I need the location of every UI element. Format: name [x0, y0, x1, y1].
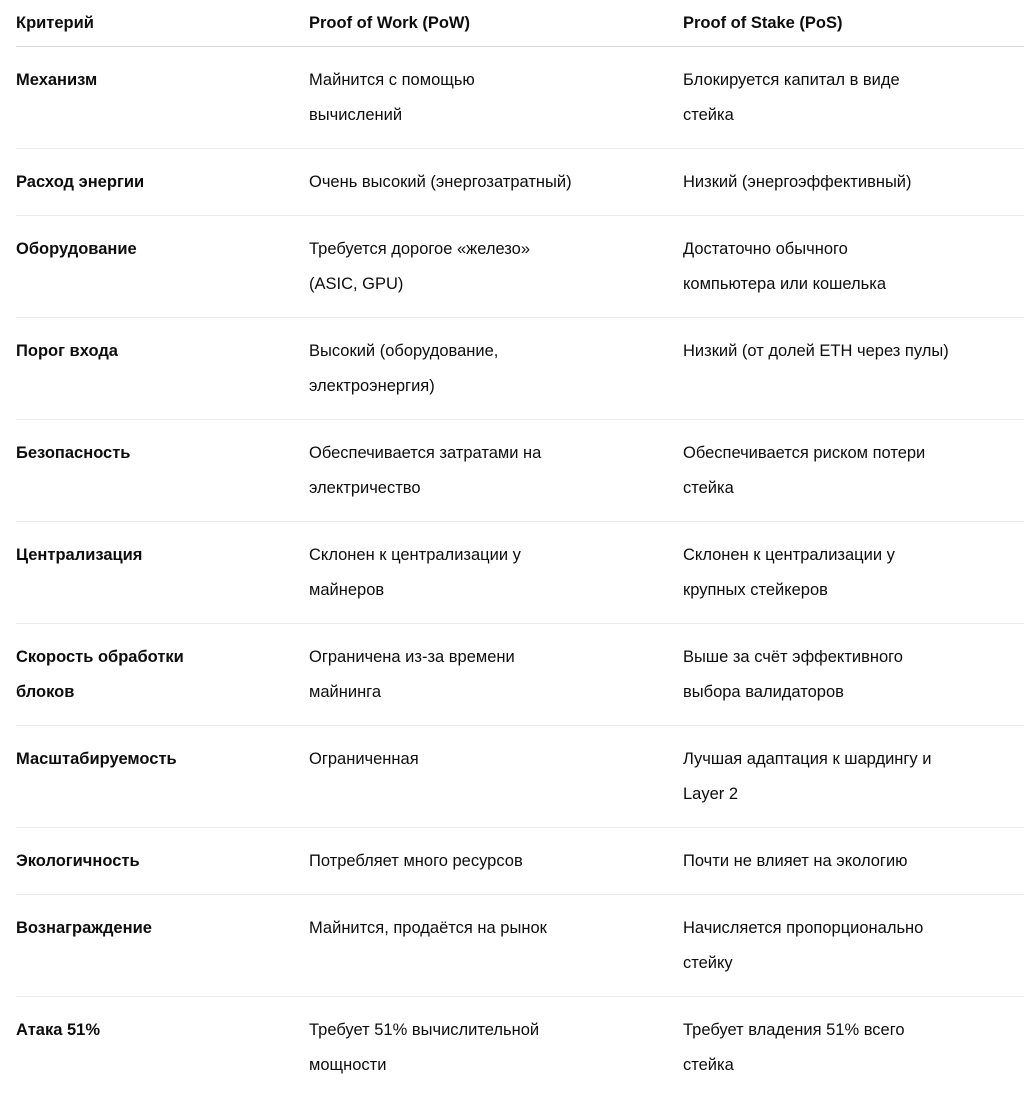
- cell-text: Почти не влияет на экологию: [683, 852, 908, 870]
- pos-cell: Почти не влияет на экологию: [683, 828, 1024, 894]
- cell-text: Layer 2: [683, 785, 739, 803]
- table-row: Скорость обработки блоков Ограничена из-за…: [16, 624, 1024, 726]
- cell-text: Скорость обработки: [16, 648, 184, 666]
- cell-text: крупных стейкеров: [683, 581, 828, 599]
- table-row: Порог входа Высокий (оборудование, электро…: [16, 318, 1024, 420]
- cell-text: блоков: [16, 683, 75, 701]
- cell-text: стейку: [683, 954, 733, 972]
- cell-text: электричество: [309, 479, 421, 497]
- criterion-cell: Оборудование: [16, 216, 309, 317]
- table-row: Вознаграждение Майнится, продаётся на рын…: [16, 895, 1024, 997]
- cell-text: Блокируется капитал в виде: [683, 71, 900, 89]
- table-row: Оборудование Требуется дорогое «железо» (A…: [16, 216, 1024, 318]
- cell-text: Низкий (энергоэффективный): [683, 173, 912, 191]
- pow-cell: Требуется дорогое «железо» (ASIC, GPU): [309, 216, 683, 317]
- cell-text: вычислений: [309, 106, 403, 124]
- pow-cell: Склонен к централизации у майнеров: [309, 522, 683, 623]
- cell-text: Требует владения 51% всего: [683, 1021, 905, 1039]
- cell-text: стейка: [683, 106, 734, 124]
- table-row: Расход энергии Очень высокий (энергозатра…: [16, 149, 1024, 216]
- table-row: Масштабируемость Ограниченная Лучшая адапт…: [16, 726, 1024, 828]
- cell-text: Оборудование: [16, 240, 137, 258]
- pow-cell: Майнится, продаётся на рынок: [309, 895, 683, 996]
- cell-text: Выше за счёт эффективного: [683, 648, 903, 666]
- pow-cell: Очень высокий (энергозатратный): [309, 149, 683, 215]
- cell-text: мощности: [309, 1056, 387, 1074]
- cell-text: Ограниченная: [309, 750, 419, 768]
- comparison-table: Критерий Proof of Work (PoW) Proof of St…: [16, 0, 1024, 1098]
- cell-text: Экологичность: [16, 852, 140, 870]
- criterion-cell: Вознаграждение: [16, 895, 309, 996]
- cell-text: Расход энергии: [16, 173, 145, 191]
- pos-cell: Блокируется капитал в виде стейка: [683, 47, 1024, 148]
- cell-text: Механизм: [16, 71, 98, 89]
- cell-text: Очень высокий (энергозатратный): [309, 173, 572, 191]
- cell-text: Атака 51%: [16, 1021, 100, 1039]
- cell-text: Майнится с помощью: [309, 71, 475, 89]
- criterion-cell: Скорость обработки блоков: [16, 624, 309, 725]
- table-row: Механизм Майнится с помощью вычислений Блок…: [16, 47, 1024, 149]
- pos-cell: Лучшая адаптация к шардингу и Layer 2: [683, 726, 1024, 827]
- cell-text: Начисляется пропорционально: [683, 919, 924, 937]
- table-row: Экологичность Потребляет много ресурсов По…: [16, 828, 1024, 895]
- criterion-cell: Экологичность: [16, 828, 309, 894]
- pow-cell: Майнится с помощью вычислений: [309, 47, 683, 148]
- table-row: Атака 51% Требует 51% вычислительной мощно…: [16, 997, 1024, 1098]
- pow-cell: Ограниченная: [309, 726, 683, 827]
- cell-text: выбора валидаторов: [683, 683, 844, 701]
- criterion-cell: Безопасность: [16, 420, 309, 521]
- cell-text: компьютера или кошелька: [683, 275, 887, 293]
- cell-text: Масштабируемость: [16, 750, 177, 768]
- header-pow: Proof of Work (PoW): [309, 14, 471, 32]
- cell-text: Потребляет много ресурсов: [309, 852, 523, 870]
- table-header-row: Критерий Proof of Work (PoW) Proof of St…: [16, 0, 1024, 47]
- cell-text: Безопасность: [16, 444, 131, 462]
- cell-text: Требуется дорогое «железо»: [309, 240, 531, 258]
- cell-text: майнеров: [309, 581, 385, 599]
- cell-text: Склонен к централизации у: [683, 546, 895, 564]
- pos-cell: Низкий (энергоэффективный): [683, 149, 1024, 215]
- pow-cell: Ограничена из-за времени майнинга: [309, 624, 683, 725]
- pos-cell: Низкий (от долей ETH через пулы): [683, 318, 1024, 419]
- cell-text: электроэнергия): [309, 377, 435, 395]
- cell-text: Майнится, продаётся на рынок: [309, 919, 547, 937]
- cell-text: Достаточно обычного: [683, 240, 848, 258]
- pos-cell: Выше за счёт эффективного выбора валидато…: [683, 624, 1024, 725]
- cell-text: Ограничена из-за времени: [309, 648, 515, 666]
- pow-cell: Требует 51% вычислительной мощности: [309, 997, 683, 1098]
- pos-cell: Достаточно обычного компьютера или кошель…: [683, 216, 1024, 317]
- cell-text: Обеспечивается затратами на: [309, 444, 542, 462]
- cell-text: Централизация: [16, 546, 143, 564]
- pos-cell: Требует владения 51% всего стейка: [683, 997, 1024, 1098]
- criterion-cell: Централизация: [16, 522, 309, 623]
- pow-cell: Потребляет много ресурсов: [309, 828, 683, 894]
- pow-cell: Высокий (оборудование, электроэнергия): [309, 318, 683, 419]
- cell-text: Обеспечивается риском потери: [683, 444, 926, 462]
- table-row: Безопасность Обеспечивается затратами на э…: [16, 420, 1024, 522]
- cell-text: Требует 51% вычислительной: [309, 1021, 540, 1039]
- criterion-cell: Механизм: [16, 47, 309, 148]
- cell-text: стейка: [683, 479, 734, 497]
- pow-cell: Обеспечивается затратами на электричество: [309, 420, 683, 521]
- cell-text: Низкий (от долей ETH через пулы): [683, 342, 949, 360]
- cell-text: (ASIC, GPU): [309, 275, 404, 293]
- cell-text: Высокий (оборудование,: [309, 342, 499, 360]
- cell-text: майнинга: [309, 683, 382, 701]
- cell-text: Лучшая адаптация к шардингу и: [683, 750, 932, 768]
- cell-text: стейка: [683, 1056, 734, 1074]
- table-row: Централизация Склонен к централизации у ма…: [16, 522, 1024, 624]
- criterion-cell: Атака 51%: [16, 997, 309, 1098]
- header-pos: Proof of Stake (PoS): [683, 14, 843, 32]
- criterion-cell: Расход энергии: [16, 149, 309, 215]
- pos-cell: Начисляется пропорционально стейку: [683, 895, 1024, 996]
- cell-text: Склонен к централизации у: [309, 546, 521, 564]
- criterion-cell: Порог входа: [16, 318, 309, 419]
- header-criterion: Критерий: [16, 14, 94, 32]
- pos-cell: Склонен к централизации у крупных стейкер…: [683, 522, 1024, 623]
- pos-cell: Обеспечивается риском потери стейка: [683, 420, 1024, 521]
- cell-text: Порог входа: [16, 342, 118, 360]
- cell-text: Вознаграждение: [16, 919, 152, 937]
- criterion-cell: Масштабируемость: [16, 726, 309, 827]
